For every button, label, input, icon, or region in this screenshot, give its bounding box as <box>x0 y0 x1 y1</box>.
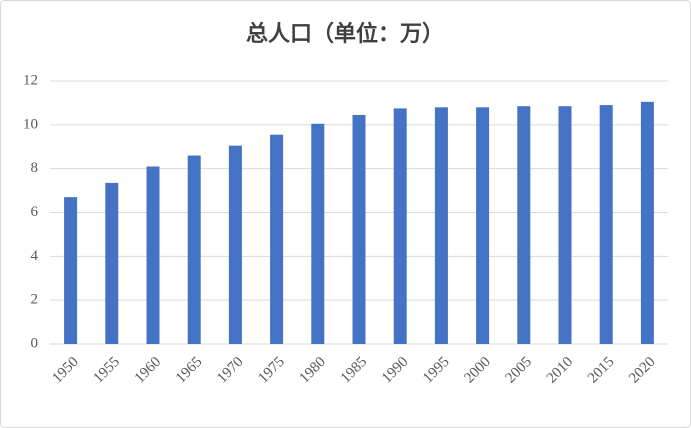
y-tick-label: 10 <box>23 116 38 132</box>
bar <box>393 108 407 344</box>
bar <box>146 166 160 344</box>
bar <box>476 107 490 344</box>
y-tick-label: 8 <box>31 160 39 176</box>
bar <box>517 106 531 345</box>
y-tick-label: 0 <box>31 335 39 351</box>
bar <box>64 197 78 344</box>
bar <box>228 145 242 344</box>
y-tick-label: 12 <box>23 72 38 88</box>
bar <box>640 101 654 344</box>
bar <box>599 105 613 344</box>
bar <box>105 182 119 344</box>
bar <box>352 114 366 345</box>
bar <box>311 123 325 344</box>
bar <box>434 107 448 344</box>
chart-title: 总人口（单位：万） <box>246 21 444 46</box>
y-tick-label: 6 <box>31 204 39 220</box>
bar <box>270 134 284 344</box>
y-tick-label: 4 <box>31 248 39 264</box>
bar <box>187 155 201 344</box>
bar <box>558 106 572 345</box>
y-tick-label: 2 <box>31 292 39 308</box>
